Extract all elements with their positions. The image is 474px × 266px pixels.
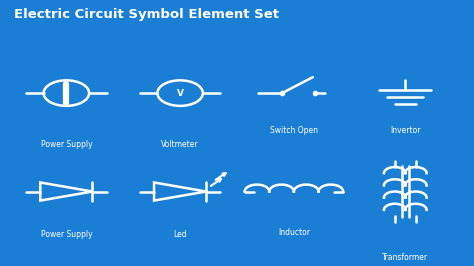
Text: Electric Circuit Symbol Element Set: Electric Circuit Symbol Element Set	[14, 8, 279, 21]
Text: Transformer: Transformer	[382, 253, 428, 262]
Text: Power Supply: Power Supply	[41, 140, 92, 149]
Text: Inductor: Inductor	[278, 228, 310, 237]
Text: Voltmeter: Voltmeter	[161, 140, 199, 149]
Text: Switch Open: Switch Open	[270, 126, 318, 135]
Text: Invertor: Invertor	[390, 126, 420, 135]
Text: Power Supply: Power Supply	[41, 230, 92, 239]
Text: Led: Led	[173, 230, 187, 239]
Text: V: V	[177, 89, 183, 98]
